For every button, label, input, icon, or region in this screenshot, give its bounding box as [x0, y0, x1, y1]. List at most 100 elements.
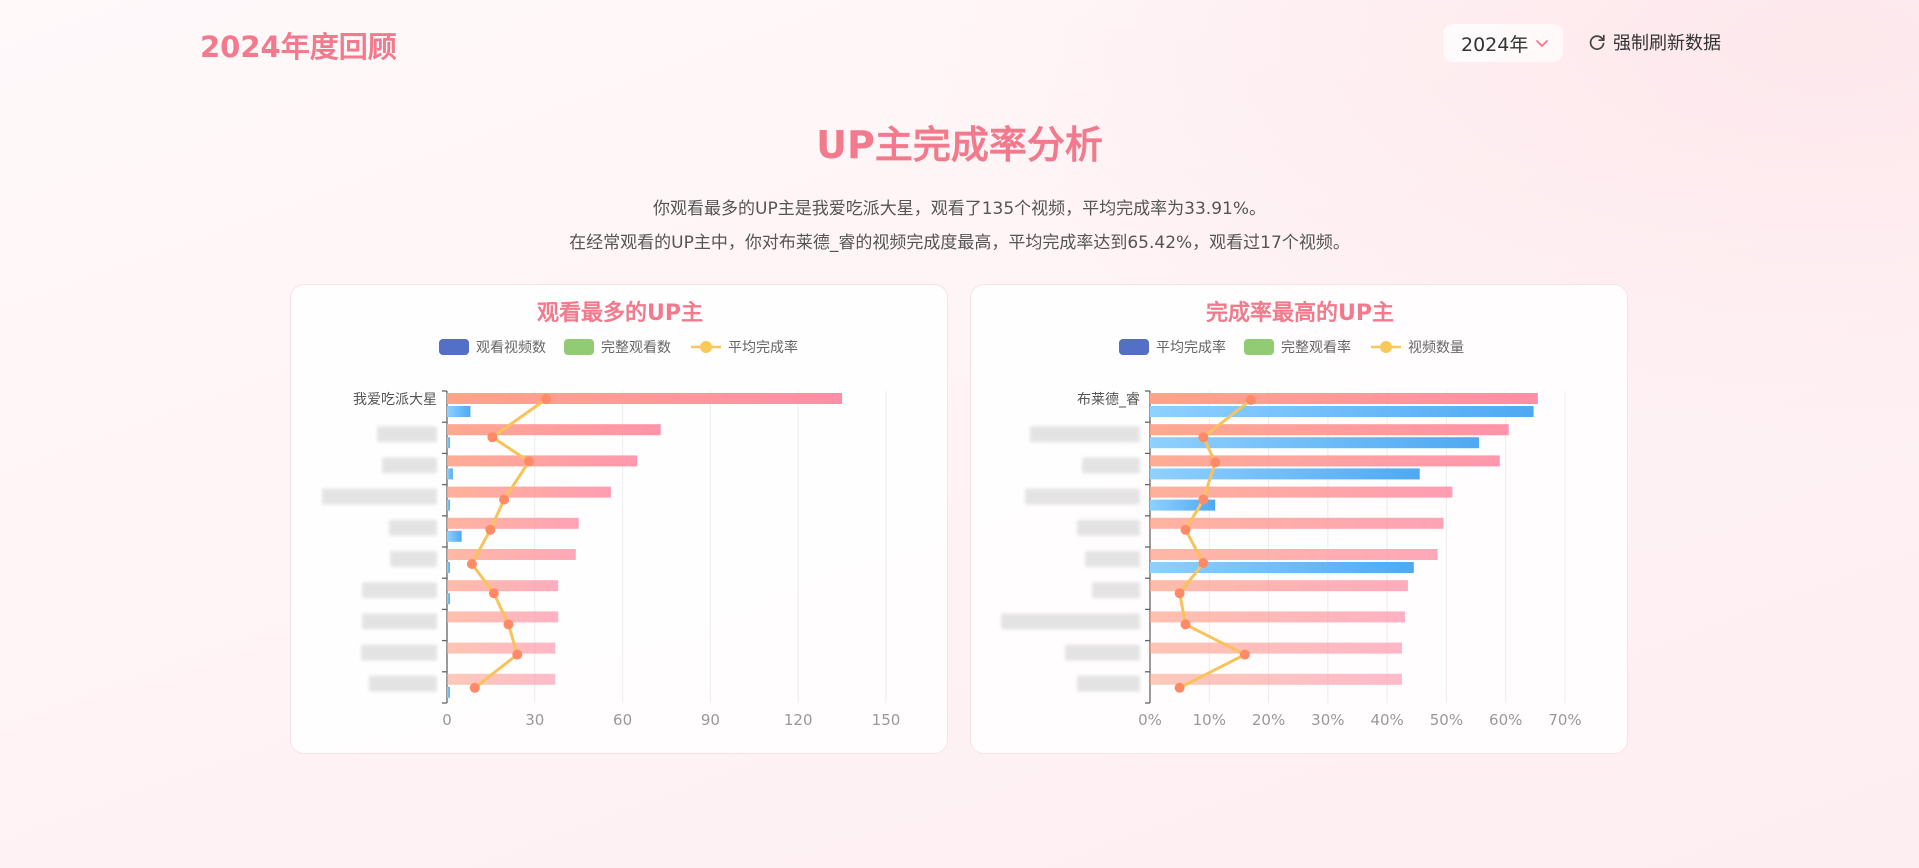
bar-series-2[interactable] [1150, 562, 1414, 573]
bar-series-1[interactable] [447, 486, 611, 498]
line-point[interactable] [488, 588, 499, 599]
bar-series-1[interactable] [447, 611, 559, 623]
line-point[interactable] [499, 494, 510, 505]
legend-item[interactable]: 观看视频数 [439, 339, 546, 356]
blurred-category-label [1077, 519, 1140, 536]
bar-series-1[interactable] [447, 673, 556, 685]
line-point[interactable] [1198, 432, 1209, 443]
legend-item[interactable]: 视频数量 [1371, 340, 1464, 356]
bar-series-2[interactable] [447, 437, 450, 449]
bar-series-2[interactable] [1150, 499, 1216, 511]
blurred-category-label [382, 457, 437, 474]
x-tick-label: 10% [1193, 711, 1226, 729]
blurred-category-label [361, 644, 437, 661]
bar-series-1[interactable] [1150, 673, 1402, 685]
bar-series-1[interactable] [447, 517, 579, 529]
blurred-category-label [1077, 675, 1140, 692]
chart-card-highest-completion: 完成率最高的UP主 平均完成率 完整观看率 视频数量 0% 10% 20% 30% 40% 50%… [970, 284, 1628, 754]
chart-title: 完成率最高的UP主 [1206, 300, 1394, 326]
bar-series-1[interactable] [1150, 611, 1405, 623]
bar-series-1[interactable] [447, 642, 556, 654]
line-point[interactable] [1210, 457, 1221, 468]
legend-item[interactable]: 完整观看率 [1244, 339, 1351, 356]
bar-series-1[interactable] [447, 393, 843, 404]
line-point[interactable] [512, 649, 523, 660]
line-point[interactable] [1180, 619, 1191, 630]
blurred-category-label [362, 613, 437, 630]
year-select[interactable]: 2024年 [1443, 24, 1563, 62]
bar-series-1[interactable] [1150, 642, 1402, 654]
x-tick-label: 60 [613, 711, 632, 729]
x-tick-label: 20% [1252, 711, 1285, 729]
bar-series-1[interactable] [447, 424, 661, 436]
line-point[interactable] [485, 524, 496, 535]
x-tick-label: 30% [1311, 711, 1344, 729]
bar-series-1[interactable] [1150, 424, 1509, 436]
bar-series-2[interactable] [447, 499, 450, 511]
brand-title: 2024年度回顾 [200, 30, 397, 64]
legend-label: 平均完成率 [728, 339, 798, 356]
chevron-down-icon [1536, 40, 1549, 47]
bar-series-2[interactable] [1150, 406, 1534, 417]
blurred-category-label [322, 488, 437, 505]
category-label: 布莱德_睿 [1077, 392, 1140, 408]
legend-item[interactable]: 平均完成率 [691, 339, 798, 356]
line-point[interactable] [487, 432, 498, 443]
bar-series-1[interactable] [1150, 455, 1500, 467]
x-tick-label: 30 [525, 711, 544, 729]
legend-label: 观看视频数 [476, 340, 546, 356]
blurred-category-label [390, 551, 437, 567]
blurred-category-label [362, 582, 437, 599]
line-point[interactable] [1239, 649, 1250, 660]
blurred-category-label [1082, 457, 1140, 474]
bar-series-1[interactable] [447, 455, 638, 467]
x-tick-label: 50% [1430, 711, 1463, 729]
bar-series-1[interactable] [1150, 580, 1408, 592]
line-point[interactable] [469, 682, 480, 693]
line-point[interactable] [1245, 395, 1256, 405]
legend-label: 完整观看数 [601, 340, 671, 356]
bar-series-2[interactable] [447, 593, 450, 605]
bar-series-2[interactable] [447, 406, 471, 417]
summary-line-2: 在经常观看的UP主中，你对布莱德_睿的视频完成度最高，平均完成率达到65.42%… [569, 233, 1350, 253]
category-label: 我爱吃派大星 [353, 392, 437, 408]
bar-series-2[interactable] [1150, 468, 1420, 480]
summary-line-1: 你观看最多的UP主是我爱吃派大星，观看了135个视频，平均完成率为33.91%。 [653, 199, 1266, 219]
line-point[interactable] [523, 456, 534, 467]
bar-series-2[interactable] [447, 468, 453, 480]
bar-series-2[interactable] [447, 562, 450, 573]
bar-series-1[interactable] [1150, 549, 1438, 560]
line-point[interactable] [1180, 524, 1191, 535]
line-point[interactable] [466, 559, 477, 569]
x-tick-label: 60% [1489, 711, 1522, 729]
legend-label: 完整观看率 [1281, 339, 1351, 356]
legend-swatch-dot [700, 341, 712, 353]
bar-series-1[interactable] [1150, 486, 1453, 498]
x-tick-label: 150 [872, 711, 901, 729]
line-point[interactable] [1198, 558, 1209, 568]
x-tick-label: 70% [1548, 711, 1581, 729]
bar-series-2[interactable] [447, 530, 462, 542]
bar-series-2[interactable] [1150, 437, 1480, 449]
chart-card-most-watched: 观看最多的UP主 观看视频数 完整观看数 平均完成率 0 30 60 90 120 150 我爱吃派… [290, 284, 948, 754]
refresh-icon [1589, 34, 1605, 50]
bar-series-1[interactable] [1150, 517, 1444, 529]
line-point[interactable] [1174, 682, 1185, 693]
blurred-category-label [1065, 644, 1140, 661]
blurred-category-label [1030, 426, 1140, 443]
blurred-category-label [1001, 613, 1140, 630]
legend-item[interactable]: 平均完成率 [1119, 339, 1226, 356]
legend-item[interactable]: 完整观看数 [564, 339, 671, 356]
line-point[interactable] [1198, 494, 1209, 505]
bar-series-1[interactable] [447, 549, 576, 560]
bar-series-1[interactable] [1150, 393, 1538, 404]
legend-swatch [1244, 339, 1274, 355]
top-bar: 2024年度回顾 2024年 强制刷新数据 [0, 0, 1919, 86]
refresh-data-button[interactable]: 强制刷新数据 [1587, 29, 1721, 55]
line-point[interactable] [1174, 588, 1185, 599]
bar-series-2[interactable] [447, 686, 450, 698]
line-point[interactable] [541, 394, 552, 404]
bar-series-1[interactable] [447, 580, 559, 592]
line-point[interactable] [503, 619, 514, 630]
